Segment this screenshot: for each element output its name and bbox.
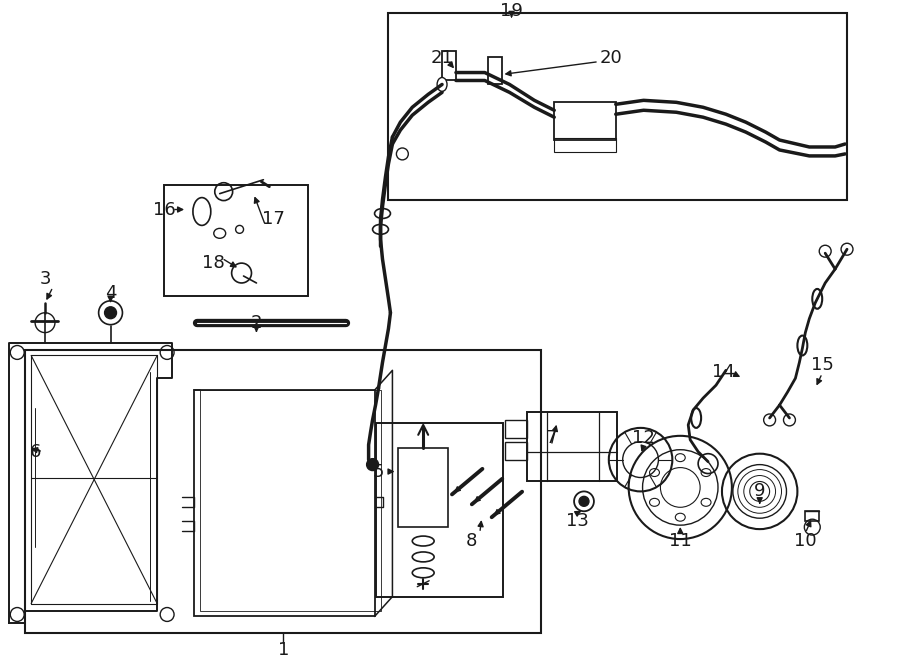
Bar bbox=[194, 390, 374, 617]
Text: 7: 7 bbox=[545, 429, 557, 447]
Bar bbox=[554, 102, 616, 140]
Circle shape bbox=[104, 307, 116, 319]
Circle shape bbox=[579, 496, 589, 506]
Bar bbox=[806, 511, 819, 521]
Text: 18: 18 bbox=[202, 254, 225, 272]
Text: 13: 13 bbox=[565, 512, 589, 530]
Bar bbox=[488, 57, 501, 85]
Text: 4: 4 bbox=[104, 284, 116, 302]
Text: 14: 14 bbox=[712, 364, 734, 381]
Text: 12: 12 bbox=[632, 429, 655, 447]
Text: 8: 8 bbox=[466, 532, 478, 550]
Text: 5: 5 bbox=[373, 463, 384, 481]
Text: 2: 2 bbox=[251, 314, 262, 332]
Text: 21: 21 bbox=[430, 49, 454, 67]
Bar bbox=[442, 51, 456, 81]
Text: 19: 19 bbox=[500, 2, 523, 20]
Bar bbox=[200, 390, 381, 611]
Text: 20: 20 bbox=[599, 49, 622, 67]
Text: 9: 9 bbox=[754, 483, 765, 500]
Bar bbox=[505, 420, 527, 438]
Text: 3: 3 bbox=[40, 270, 50, 288]
Text: 11: 11 bbox=[669, 532, 692, 550]
Text: 17: 17 bbox=[262, 210, 284, 229]
Ellipse shape bbox=[374, 208, 391, 218]
Text: 6: 6 bbox=[30, 443, 40, 461]
Bar bbox=[554, 138, 616, 152]
Bar bbox=[399, 447, 448, 527]
Ellipse shape bbox=[437, 77, 447, 91]
Text: 1: 1 bbox=[277, 641, 289, 659]
Bar bbox=[25, 350, 541, 633]
Bar bbox=[527, 412, 616, 481]
Bar bbox=[164, 184, 308, 296]
Bar bbox=[375, 423, 502, 597]
Circle shape bbox=[366, 459, 379, 471]
Text: 16: 16 bbox=[153, 200, 176, 219]
Text: 10: 10 bbox=[794, 532, 816, 550]
Bar bbox=[505, 442, 527, 459]
Bar bbox=[389, 13, 847, 200]
Text: 15: 15 bbox=[811, 356, 833, 374]
Ellipse shape bbox=[373, 224, 389, 235]
